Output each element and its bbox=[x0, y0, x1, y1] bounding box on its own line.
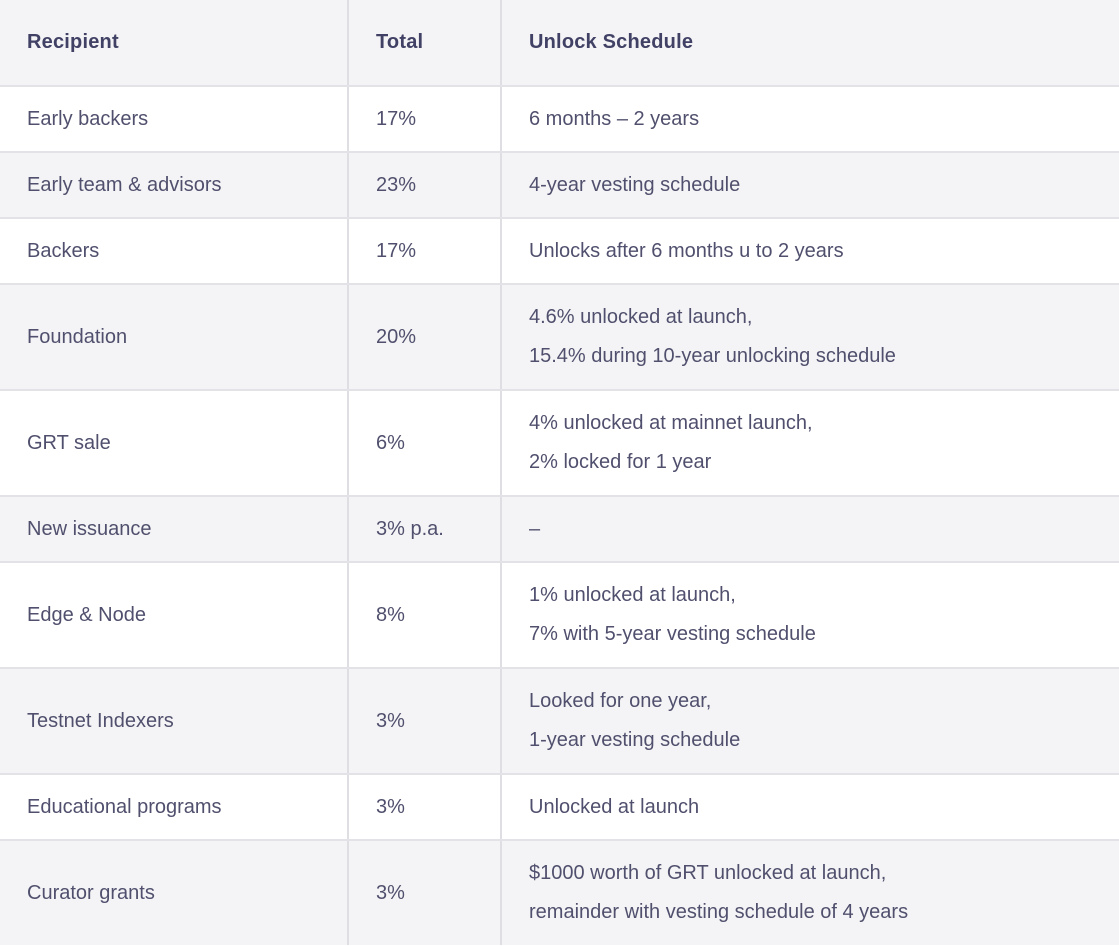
table-row: GRT sale 6% 4% unlocked at mainnet launc… bbox=[0, 389, 1119, 495]
column-header-total: Total bbox=[347, 0, 500, 85]
schedule-line: 7% with 5-year vesting schedule bbox=[529, 623, 816, 645]
cell-unlock-schedule: $1000 worth of GRT unlocked at launch, re… bbox=[500, 841, 1119, 945]
cell-total: 20% bbox=[347, 285, 500, 389]
schedule-line: 1-year vesting schedule bbox=[529, 729, 741, 751]
column-header-recipient: Recipient bbox=[0, 0, 347, 85]
schedule-line: remainder with vesting schedule of 4 yea… bbox=[529, 901, 909, 923]
table-row: Early team & advisors 23% 4-year vesting… bbox=[0, 151, 1119, 217]
cell-unlock-schedule: – bbox=[500, 497, 1119, 561]
cell-unlock-schedule: 4.6% unlocked at launch, 15.4% during 10-… bbox=[500, 285, 1119, 389]
cell-unlock-schedule: Unlocks after 6 months u to 2 years bbox=[500, 219, 1119, 283]
cell-recipient: Backers bbox=[27, 240, 100, 262]
cell-total: 17% bbox=[347, 87, 500, 151]
table-row: Foundation 20% 4.6% unlocked at launch, 1… bbox=[0, 283, 1119, 389]
cell-unlock-schedule: 4% unlocked at mainnet launch, 2% locked … bbox=[500, 391, 1119, 495]
schedule-line: Unlocked at launch bbox=[529, 795, 700, 818]
cell-unlock-schedule: 4-year vesting schedule bbox=[500, 153, 1119, 217]
table-row: Backers 17% Unlocks after 6 months u to … bbox=[0, 217, 1119, 283]
cell-total: 23% bbox=[347, 153, 500, 217]
cell-recipient: Foundation bbox=[27, 326, 128, 348]
schedule-line: 4% unlocked at mainnet launch, bbox=[529, 412, 813, 434]
schedule-line: Unlocks after 6 months u to 2 years bbox=[529, 239, 844, 262]
cell-unlock-schedule: 6 months – 2 years bbox=[500, 87, 1119, 151]
cell-total: 3% bbox=[347, 775, 500, 839]
schedule-line: 15.4% during 10-year unlocking schedule bbox=[529, 345, 896, 367]
cell-unlock-schedule: 1% unlocked at launch, 7% with 5-year ves… bbox=[500, 563, 1119, 667]
cell-total: 8% bbox=[347, 563, 500, 667]
cell-total: 6% bbox=[347, 391, 500, 495]
table-row: Curator grants 3% $1000 worth of GRT unl… bbox=[0, 839, 1119, 945]
cell-unlock-schedule: Looked for one year, 1-year vesting sched… bbox=[500, 669, 1119, 773]
schedule-line: 2% locked for 1 year bbox=[529, 451, 712, 473]
cell-recipient: Edge & Node bbox=[27, 604, 146, 626]
table-row: New issuance 3% p.a. – bbox=[0, 495, 1119, 561]
schedule-line: Looked for one year, bbox=[529, 690, 712, 712]
cell-recipient: Curator grants bbox=[27, 882, 155, 904]
cell-recipient: Testnet Indexers bbox=[27, 710, 174, 732]
cell-total: 17% bbox=[347, 219, 500, 283]
column-header-unlock-schedule: Unlock Schedule bbox=[500, 0, 1119, 85]
table-row: Early backers 17% 6 months – 2 years bbox=[0, 85, 1119, 151]
column-header-label: Recipient bbox=[27, 31, 119, 53]
cell-unlock-schedule: Unlocked at launch bbox=[500, 775, 1119, 839]
column-header-label: Unlock Schedule bbox=[529, 31, 694, 53]
schedule-line: 1% unlocked at launch, bbox=[529, 584, 736, 606]
cell-total: 3% p.a. bbox=[347, 497, 500, 561]
schedule-line: $1000 worth of GRT unlocked at launch, bbox=[529, 862, 887, 884]
cell-recipient: Educational programs bbox=[27, 796, 222, 818]
column-header-label: Total bbox=[376, 31, 424, 53]
schedule-line: 4-year vesting schedule bbox=[529, 173, 741, 196]
table-row: Testnet Indexers 3% Looked for one year,… bbox=[0, 667, 1119, 773]
cell-total: 3% bbox=[347, 841, 500, 945]
cell-recipient: GRT sale bbox=[27, 432, 111, 454]
schedule-line: 4.6% unlocked at launch, bbox=[529, 306, 753, 328]
schedule-line: – bbox=[529, 517, 541, 540]
cell-recipient: Early team & advisors bbox=[27, 174, 222, 196]
table-row: Edge & Node 8% 1% unlocked at launch, 7% … bbox=[0, 561, 1119, 667]
table-row: Educational programs 3% Unlocked at laun… bbox=[0, 773, 1119, 839]
cell-recipient: Early backers bbox=[27, 108, 149, 130]
table-header-row: Recipient Total Unlock Schedule bbox=[0, 0, 1119, 85]
schedule-line: 6 months – 2 years bbox=[529, 107, 700, 130]
table-body: Early backers 17% 6 months – 2 years Ear… bbox=[0, 85, 1119, 945]
cell-total: 3% bbox=[347, 669, 500, 773]
cell-recipient: New issuance bbox=[27, 518, 152, 540]
